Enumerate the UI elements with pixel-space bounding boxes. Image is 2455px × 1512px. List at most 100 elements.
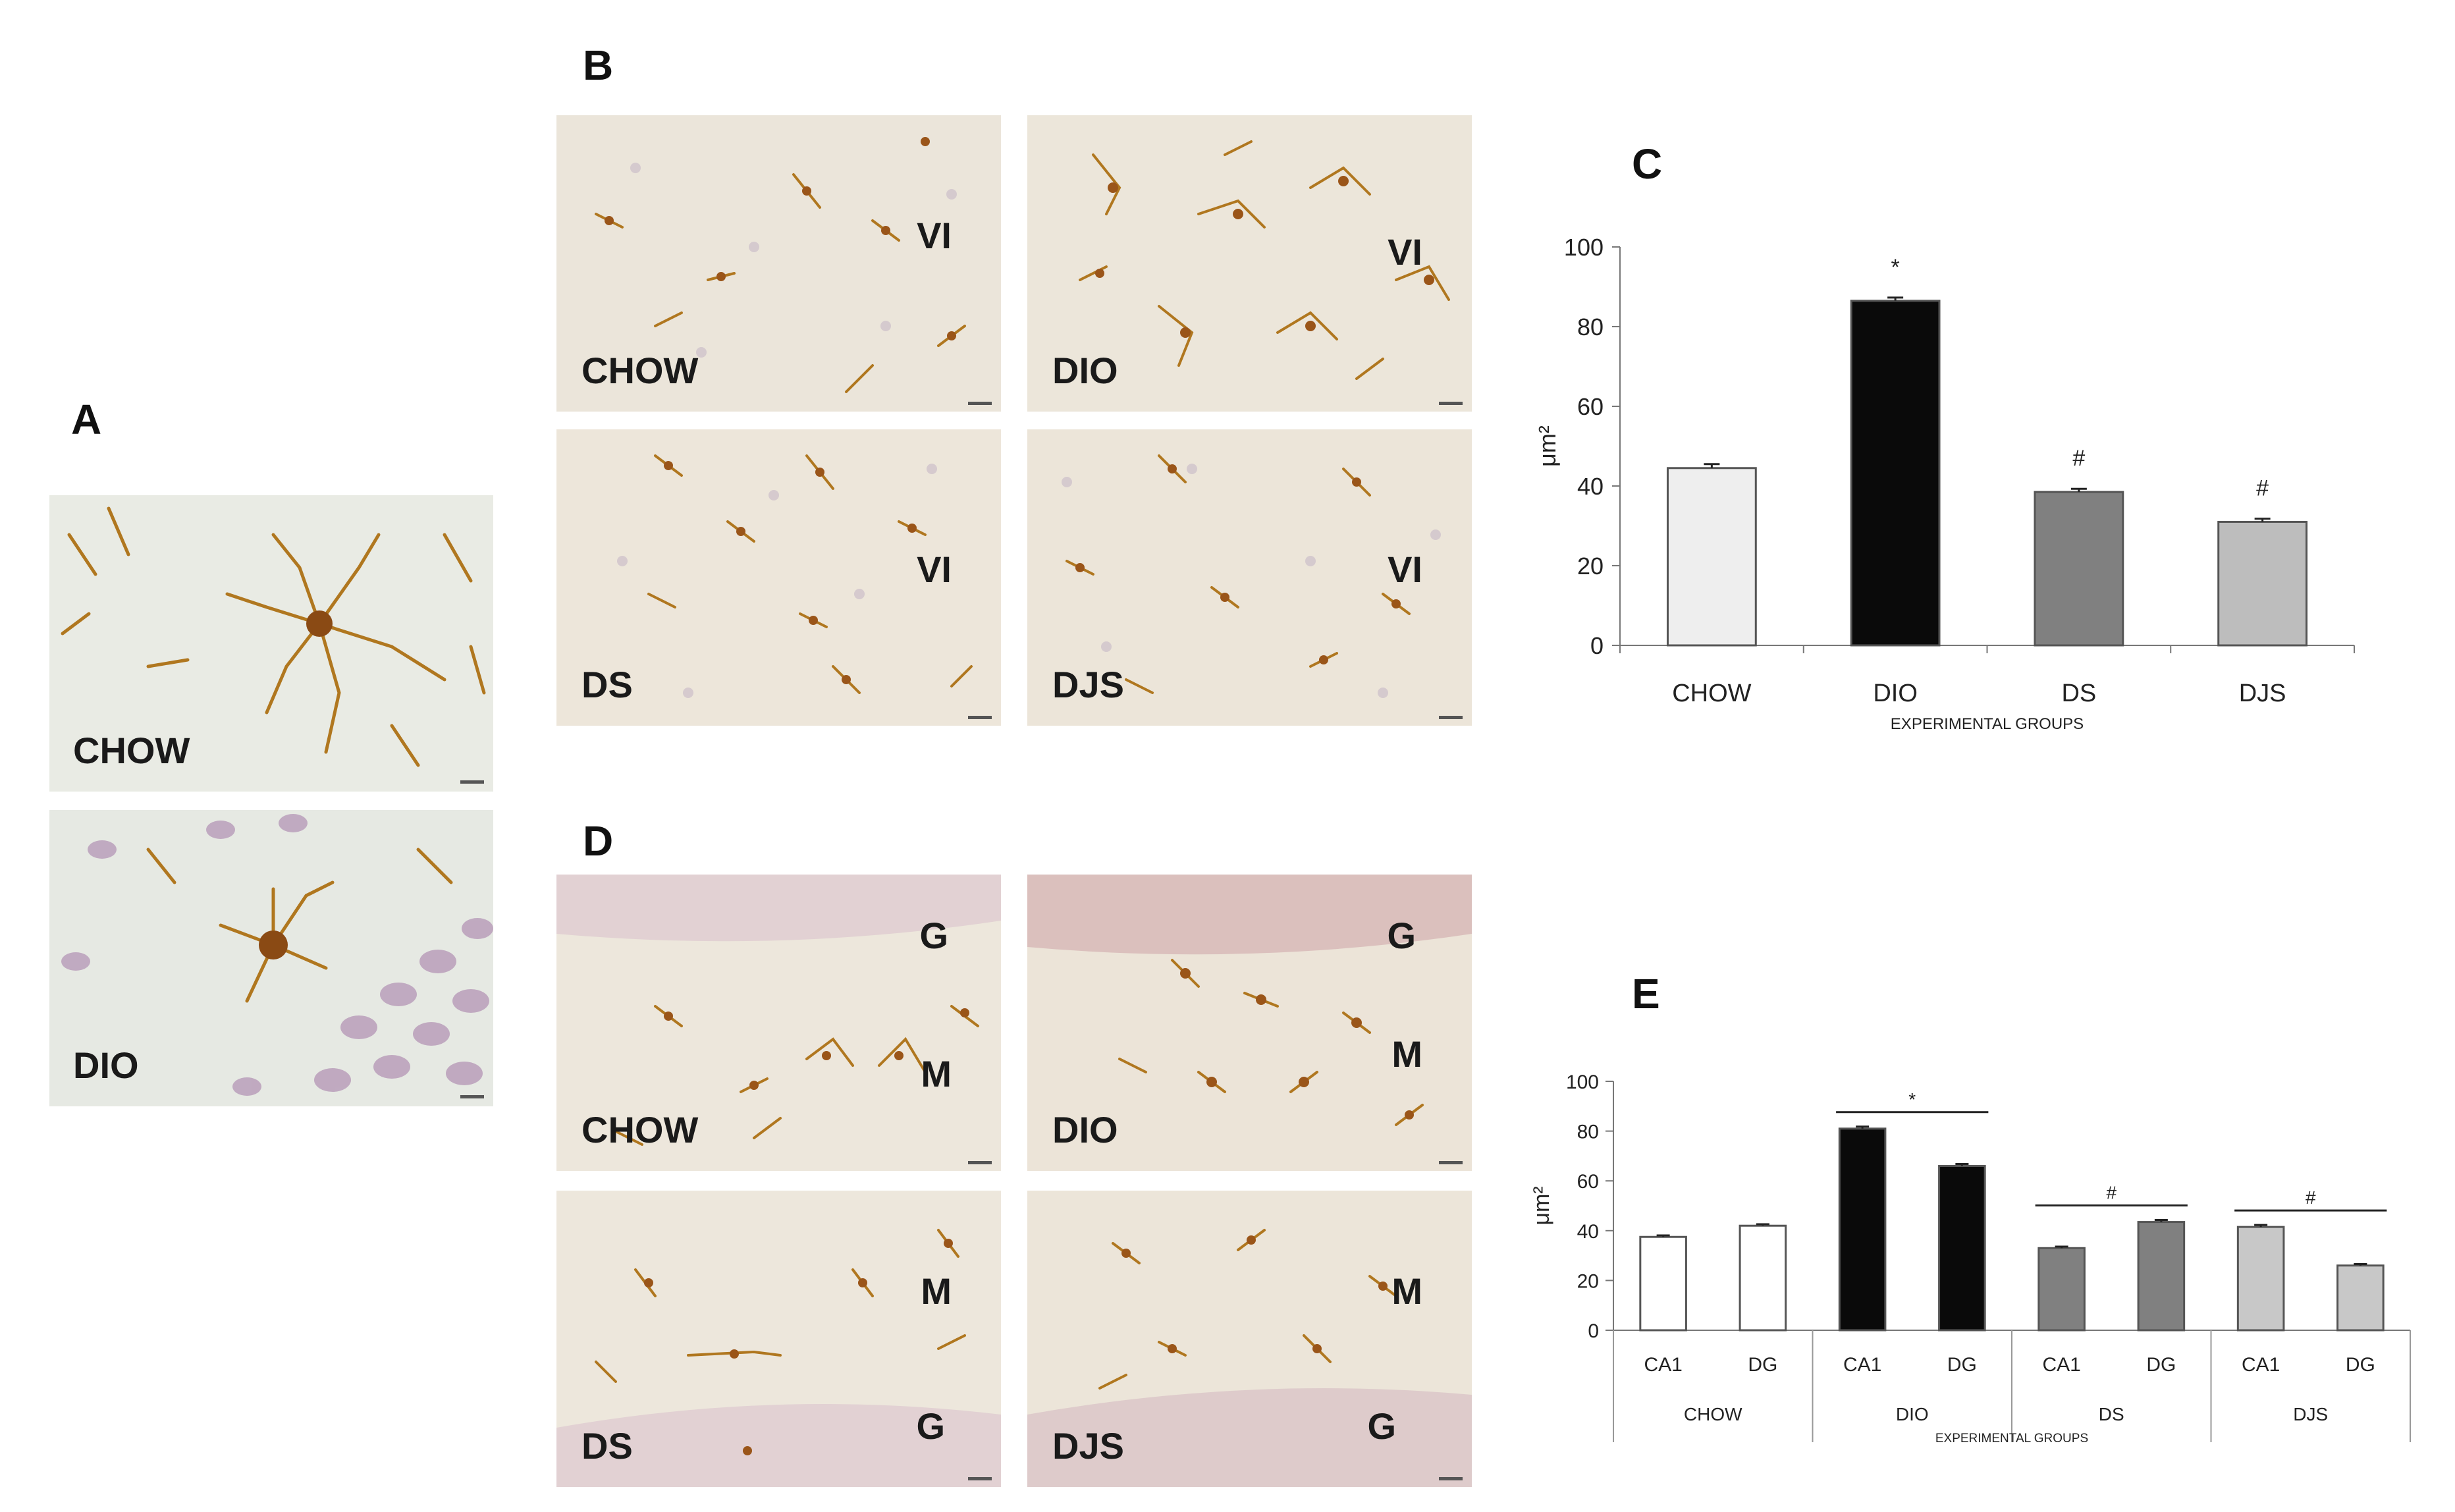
scale-bar [1439, 1161, 1463, 1164]
micrograph-a-chow: CHOW [49, 495, 493, 792]
x-subcategory-label: CA1 [2242, 1354, 2280, 1376]
region-label: M [1391, 1270, 1422, 1312]
y-tick-label: 60 [1577, 1171, 1599, 1193]
bar [2034, 491, 2124, 647]
micrograph-label: DIO [1052, 1109, 1118, 1150]
bar [1639, 1235, 1687, 1332]
micrograph-label: DS [581, 664, 633, 705]
bar [2037, 1247, 2086, 1332]
y-tick-label: 20 [1577, 553, 1604, 580]
scale-bar [460, 780, 484, 784]
region-label: M [921, 1270, 952, 1312]
microglia-texture [556, 429, 1001, 726]
micrograph-b-chow: VI CHOW [556, 115, 1001, 412]
x-group-label: DIO [1896, 1404, 1929, 1424]
micrograph-label: CHOW [581, 1109, 699, 1150]
x-tick-label: DS [2061, 680, 2096, 707]
scale-bar [460, 1095, 484, 1098]
micrograph-label: DJS [1052, 1425, 1124, 1467]
region-label: M [921, 1053, 952, 1094]
x-subcategory-label: CA1 [2042, 1354, 2080, 1376]
micrograph-b-djs: VI DJS [1027, 429, 1472, 726]
significance-marker: # [2306, 1187, 2316, 1208]
region-label: VI [1388, 231, 1422, 273]
scale-bar [968, 1477, 992, 1480]
y-tick-label: 80 [1577, 313, 1604, 340]
x-tick-label: CHOW [1672, 680, 1751, 707]
y-tick-label: 40 [1577, 473, 1604, 500]
x-tick-label: DJS [2239, 680, 2286, 707]
x-axis-title: EXPERIMENTAL GROUPS [1935, 1432, 2088, 1445]
significance-marker: # [2072, 446, 2085, 471]
micrograph-d-chow: G M CHOW [556, 875, 1001, 1171]
micrograph-label: DS [581, 1425, 633, 1467]
y-tick-label: 40 [1577, 1221, 1599, 1243]
bar [1838, 1127, 1887, 1332]
microglia-texture [1027, 429, 1472, 726]
bar [1938, 1165, 1986, 1332]
x-subcategory-label: DG [1748, 1354, 1777, 1376]
scale-bar [1439, 1477, 1463, 1480]
region-label: VI [917, 215, 952, 256]
scale-bar [968, 1161, 992, 1164]
x-subcategory-label: CA1 [1843, 1354, 1881, 1376]
bar [2217, 520, 2308, 647]
x-tick-label: DIO [1873, 680, 1918, 707]
region-label: G [919, 915, 948, 956]
micrograph-d-djs: M G DJS [1027, 1191, 1472, 1487]
chart-c: 0 20 40 60 80 100 CHOW * DIO # DS # DJS EXPERIMENTAL … [1534, 234, 2355, 733]
region-label: VI [1388, 549, 1422, 590]
bar [2137, 1221, 2186, 1332]
x-group-label: DJS [2293, 1404, 2328, 1424]
y-tick-label: 0 [1588, 1320, 1599, 1342]
x-subcategory-label: DG [1947, 1354, 1977, 1376]
scale-bar [968, 716, 992, 719]
x-subcategory-label: CA1 [1644, 1354, 1682, 1376]
x-group-label: DS [2099, 1404, 2124, 1424]
significance-marker: # [2256, 476, 2269, 501]
panel-c-letter: C [1632, 140, 1663, 188]
micrograph-b-ds: VI DS [556, 429, 1001, 726]
micrograph-label: DIO [1052, 350, 1118, 391]
bar [1850, 300, 1941, 647]
panel-a-letter: A [71, 396, 102, 443]
x-axis-title: EXPERIMENTAL GROUPS [1891, 715, 2084, 733]
bar [2336, 1264, 2385, 1332]
microglia-texture [1027, 1191, 1472, 1487]
microglia-texture [556, 875, 1001, 1171]
micrograph-label: DJS [1052, 664, 1124, 705]
bar [1666, 467, 1757, 647]
microglia-texture [1027, 875, 1472, 1171]
microglia-texture [49, 810, 493, 1106]
microglia-texture [556, 115, 1001, 412]
panel-d-letter: D [583, 817, 614, 865]
panel-b-letter: B [583, 41, 614, 89]
region-label: G [1387, 915, 1416, 956]
x-group-label: CHOW [1684, 1404, 1742, 1424]
region-label: G [1367, 1405, 1396, 1447]
significance-marker: # [2106, 1183, 2117, 1203]
y-axis-title: μm² [1529, 1186, 1554, 1225]
y-tick-label: 100 [1566, 1071, 1599, 1093]
x-subcategory-label: DG [2346, 1354, 2375, 1376]
bar [1739, 1224, 1787, 1332]
microglia-texture [1027, 115, 1472, 412]
bar [2236, 1226, 2285, 1332]
microglia-texture [49, 495, 493, 792]
panel-e-letter: E [1632, 970, 1660, 1017]
y-tick-label: 100 [1564, 234, 1604, 261]
significance-marker: * [1908, 1089, 1916, 1110]
y-tick-label: 60 [1577, 393, 1604, 420]
micrograph-label: CHOW [581, 350, 699, 391]
micrograph-label: DIO [73, 1044, 139, 1086]
significance-marker: * [1891, 255, 1900, 280]
x-subcategory-label: DG [2146, 1354, 2176, 1376]
y-axis-title: μm² [1534, 425, 1561, 467]
chart-e: 0 20 40 60 80 100 CA1 DG CHOW CA1 DG * DIO CA1 DG # DS CA… [1529, 1071, 2411, 1445]
scale-bar [968, 402, 992, 405]
region-label: M [1391, 1033, 1422, 1075]
y-tick-label: 20 [1577, 1270, 1599, 1292]
y-tick-label: 0 [1590, 632, 1604, 659]
region-label: G [916, 1405, 945, 1447]
micrograph-d-dio: G M DIO [1027, 875, 1472, 1171]
